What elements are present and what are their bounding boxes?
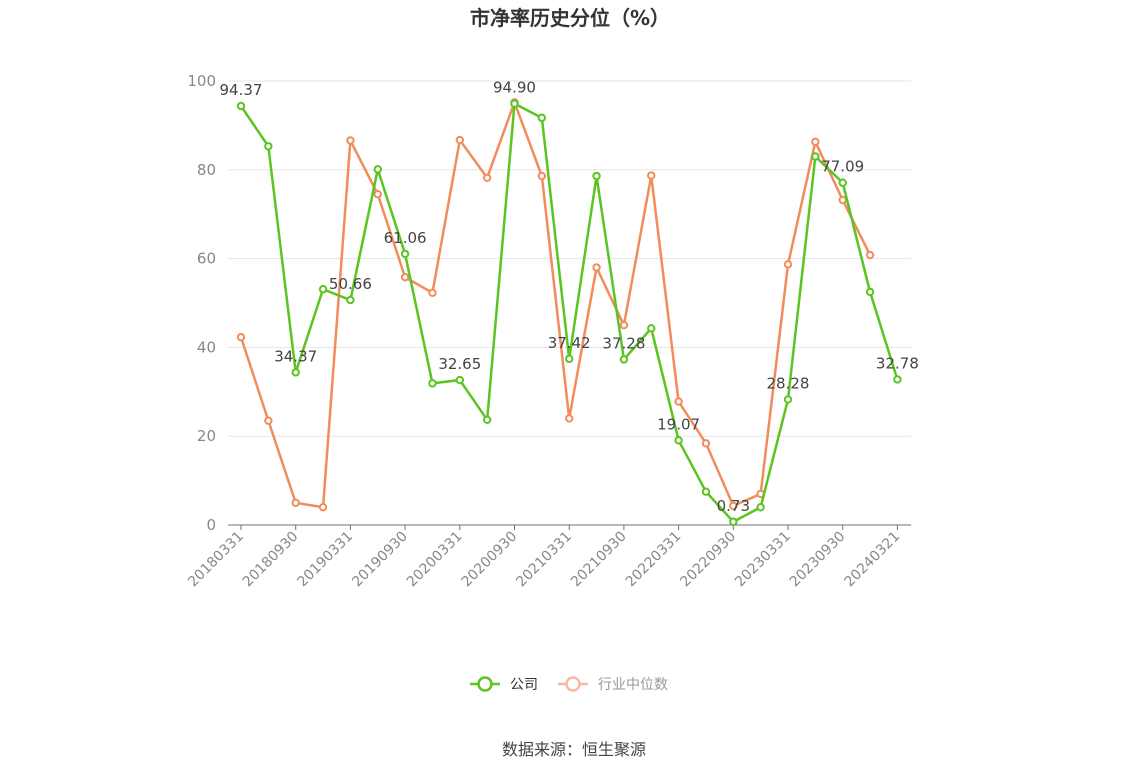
y-tick-label: 100 <box>187 72 216 90</box>
data-label: 37.28 <box>602 334 645 352</box>
data-point-1[interactable] <box>537 171 547 181</box>
data-label: 61.06 <box>384 229 427 247</box>
x-tick-label: 20230930 <box>787 529 849 591</box>
data-point-0[interactable] <box>838 178 847 187</box>
data-point-1[interactable] <box>811 137 820 147</box>
data-point-0[interactable] <box>592 171 601 181</box>
data-point-1[interactable] <box>619 321 629 330</box>
legend-item-company[interactable]: 公司 <box>470 676 538 693</box>
legend-item-industry-median[interactable]: 行业中位数 <box>558 676 668 693</box>
data-label: 94.37 <box>220 81 263 99</box>
data-point-1[interactable] <box>236 332 246 342</box>
series-line-0 <box>239 102 899 524</box>
data-point-0[interactable] <box>756 503 765 512</box>
y-tick-label: 60 <box>197 250 216 268</box>
data-point-0[interactable] <box>647 324 656 333</box>
legend-company-marker-icon <box>477 676 493 692</box>
data-point-1[interactable] <box>373 190 382 199</box>
series-line-1 <box>239 101 872 509</box>
data-point-1[interactable] <box>783 260 793 269</box>
y-tick-label: 0 <box>206 516 216 534</box>
data-label: 32.78 <box>876 354 919 372</box>
data-point-1[interactable] <box>865 250 875 260</box>
data-point-1[interactable] <box>674 397 683 406</box>
x-tick-label: 20220930 <box>677 529 739 591</box>
data-point-0[interactable] <box>428 379 437 388</box>
data-point-0[interactable] <box>318 285 328 294</box>
x-tick-label: 20180930 <box>240 529 302 591</box>
x-tick-label: 20190331 <box>295 529 357 591</box>
x-tick-label: 20200930 <box>459 529 521 591</box>
data-label: 37.42 <box>548 334 591 352</box>
series-lines <box>236 98 902 526</box>
data-point-1[interactable] <box>647 171 656 180</box>
data-label: 34.37 <box>274 347 317 365</box>
y-tick-label: 40 <box>197 338 216 356</box>
data-point-1[interactable] <box>838 195 847 205</box>
data-point-0[interactable] <box>482 415 492 424</box>
data-point-1[interactable] <box>346 136 355 145</box>
x-tick-label: 20220331 <box>623 529 685 591</box>
data-point-1[interactable] <box>318 503 328 512</box>
x-tick-label: 20190930 <box>349 529 411 591</box>
data-source-note: 数据来源：恒生聚源 <box>502 740 646 759</box>
data-point-0[interactable] <box>783 395 793 404</box>
data-point-0[interactable] <box>400 249 410 259</box>
data-point-0[interactable] <box>565 354 574 364</box>
data-point-1[interactable] <box>565 414 574 423</box>
data-point-1[interactable] <box>729 501 738 511</box>
x-tick-label: 20180331 <box>185 529 247 591</box>
x-tick-label: 20210930 <box>568 529 630 591</box>
data-point-1[interactable] <box>291 498 300 507</box>
data-label: 77.09 <box>821 158 864 176</box>
data-point-1[interactable] <box>264 416 273 425</box>
legend[interactable]: 公司 行业中位数 <box>470 676 668 693</box>
data-label: 0.73 <box>717 497 750 515</box>
data-label: 50.66 <box>329 275 372 293</box>
data-point-1[interactable] <box>428 288 437 297</box>
data-label: 28.28 <box>767 374 810 392</box>
data-point-0[interactable] <box>537 113 547 123</box>
data-point-0[interactable] <box>701 487 711 496</box>
data-point-1[interactable] <box>400 273 410 282</box>
data-labels: 94.37 34.37 50.66 61.06 32.65 94.90 37.42 37.28… <box>220 79 919 515</box>
data-point-1[interactable] <box>701 439 711 448</box>
legend-company-label: 公司 <box>510 677 538 693</box>
data-point-0[interactable] <box>346 295 355 305</box>
data-point-0[interactable] <box>729 517 738 526</box>
data-label: 19.07 <box>657 415 700 433</box>
data-point-0[interactable] <box>811 152 820 161</box>
data-point-0[interactable] <box>674 436 683 445</box>
x-tick-label: 20230331 <box>732 529 794 591</box>
y-tick-label: 80 <box>197 161 216 179</box>
data-point-1[interactable] <box>455 135 464 145</box>
data-point-0[interactable] <box>373 165 382 174</box>
data-point-1[interactable] <box>482 173 492 182</box>
y-tick-label: 20 <box>197 427 216 445</box>
data-point-0[interactable] <box>291 368 300 377</box>
data-label: 94.90 <box>493 79 536 97</box>
axes: 0 20 40 60 80 100 2018033120180930201903312019… <box>185 72 911 590</box>
data-label: 32.65 <box>438 355 481 373</box>
data-point-0[interactable] <box>865 287 875 297</box>
data-point-0[interactable] <box>455 375 464 385</box>
data-point-1[interactable] <box>592 263 601 272</box>
x-tick-label: 20200331 <box>404 529 466 591</box>
legend-industry-marker-icon <box>565 676 581 692</box>
data-point-0[interactable] <box>510 99 519 108</box>
x-tick-label: 20240321 <box>842 529 904 591</box>
data-point-0[interactable] <box>893 375 902 384</box>
data-point-0[interactable] <box>236 101 246 111</box>
x-tick-label: 20210331 <box>513 529 575 591</box>
legend-industry-label: 行业中位数 <box>598 677 668 693</box>
data-point-0[interactable] <box>619 355 629 364</box>
chart-title: 市净率历史分位（%） <box>470 6 670 30</box>
data-point-0[interactable] <box>264 142 273 151</box>
